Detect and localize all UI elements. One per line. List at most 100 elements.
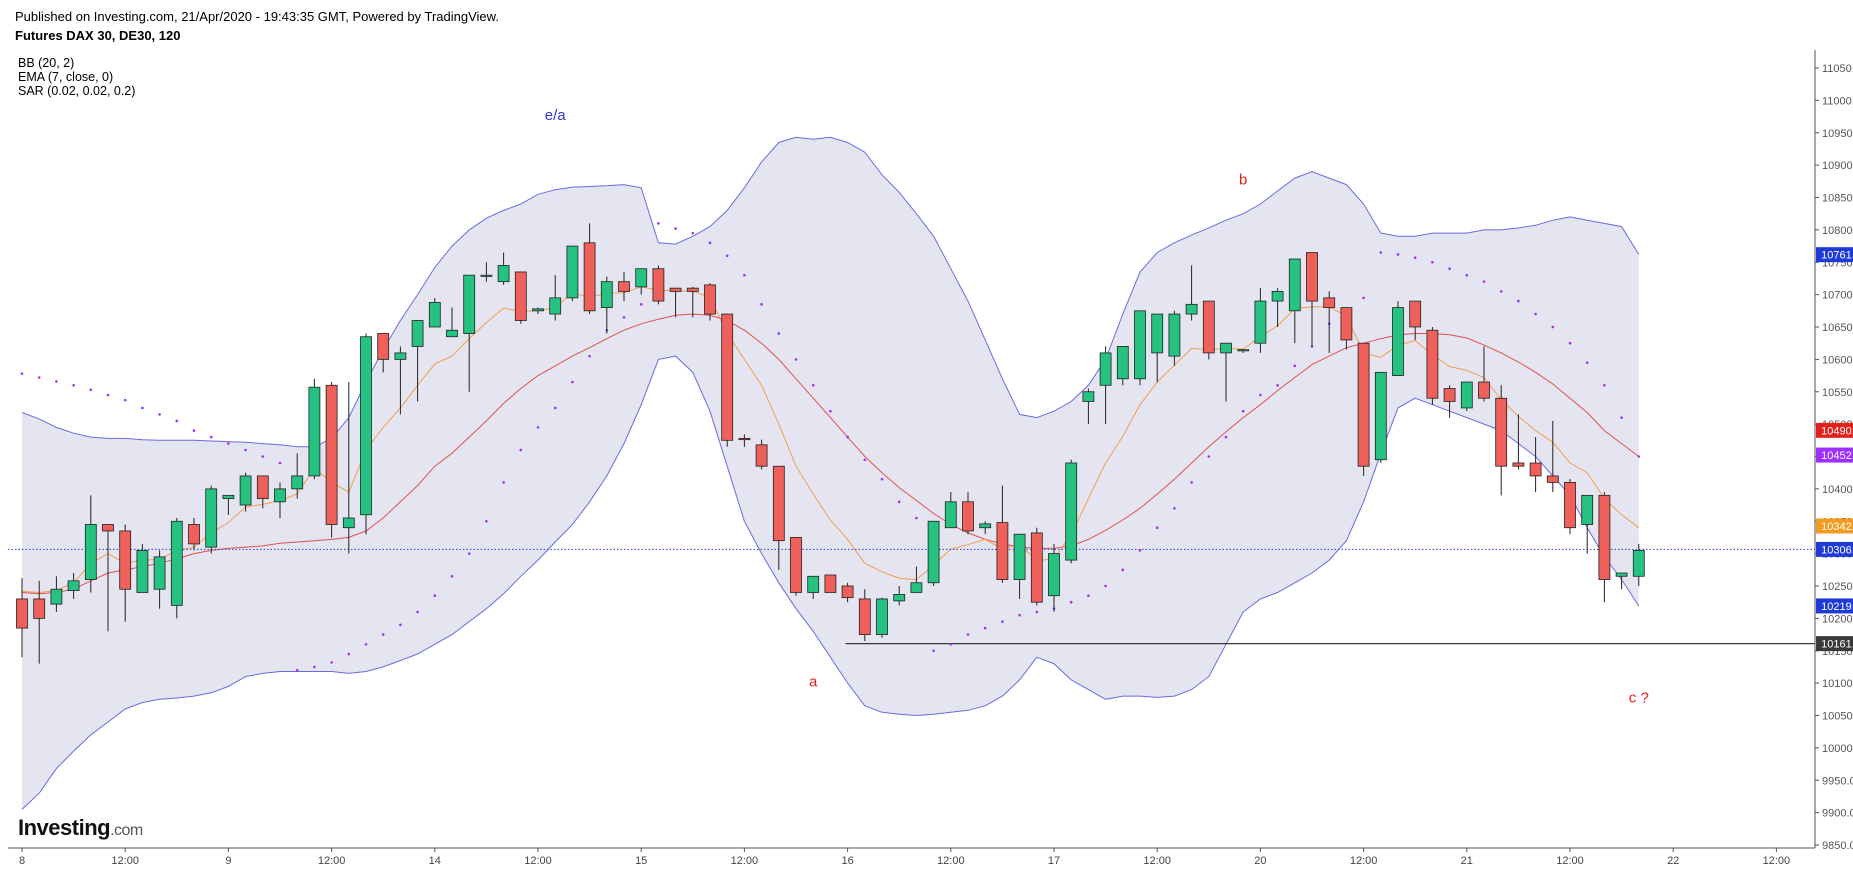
sar-dot <box>1362 296 1365 300</box>
published-note: Published on Investing.com, 21/Apr/2020 … <box>15 9 499 24</box>
price-tag <box>1816 447 1853 463</box>
candle-up <box>1099 352 1112 386</box>
sar-dot <box>261 455 265 458</box>
candle-up <box>497 265 510 283</box>
candle-up <box>1288 258 1301 312</box>
y-tick-label: 10000.0 <box>1822 743 1853 755</box>
candle-down <box>841 585 854 599</box>
y-tick-label: 10200.0 <box>1822 613 1853 625</box>
sar-dot <box>1155 526 1159 530</box>
sar-dot <box>158 413 161 416</box>
candle-up <box>1220 342 1232 354</box>
candle-up <box>979 523 992 529</box>
sar-dot <box>1104 584 1107 588</box>
sar-dot <box>399 623 402 627</box>
sar-dot <box>657 222 660 225</box>
candle-down <box>16 598 28 629</box>
sar-dot <box>588 354 591 358</box>
candle-up <box>1082 391 1095 402</box>
candle-up <box>274 488 286 503</box>
x-tick-label: 17 <box>1048 855 1060 867</box>
y-tick-label: 10550.0 <box>1822 387 1853 399</box>
candle-up <box>239 475 252 506</box>
candle-down <box>721 313 734 441</box>
sar-dot <box>55 380 58 383</box>
sar-dot <box>1448 267 1451 271</box>
y-tick-label: 11000.0 <box>1822 95 1853 107</box>
x-tick-label: 12:00 <box>1350 855 1378 867</box>
sar-dot <box>106 393 110 397</box>
price-tag <box>1816 598 1853 614</box>
candle-up <box>222 494 235 499</box>
sar-dot <box>192 429 196 432</box>
candle-down <box>1306 252 1318 302</box>
candle-up <box>480 274 493 277</box>
candle-up <box>1392 307 1404 376</box>
candle-down <box>1495 397 1508 467</box>
sar-dot <box>1517 299 1520 303</box>
sar-dot <box>846 435 849 439</box>
candle-down <box>188 524 200 545</box>
candle-down <box>1202 300 1215 354</box>
sar-dot <box>1603 383 1606 387</box>
price-tag-label: 10342.7 <box>1821 521 1853 533</box>
price-tag <box>1816 518 1853 534</box>
candle-up <box>394 352 407 360</box>
candle-down <box>1598 494 1611 580</box>
sar-dot <box>915 516 918 520</box>
candle-up <box>1271 290 1284 302</box>
price-tag <box>1816 422 1853 438</box>
candle-down <box>1443 388 1456 402</box>
sar-dot <box>949 642 953 646</box>
sar-dot <box>1259 393 1262 397</box>
sar-dot <box>1018 613 1021 617</box>
sar-dot <box>794 358 798 361</box>
y-tick-label: 10800.0 <box>1822 225 1853 237</box>
price-tag <box>1816 636 1853 652</box>
candle-up <box>342 517 355 529</box>
bb-fill <box>22 137 1639 810</box>
candle-up <box>876 598 888 635</box>
sar-dot <box>433 594 437 598</box>
sar-dot <box>519 448 523 452</box>
sar-dot <box>72 383 75 387</box>
candle-down <box>1340 307 1353 341</box>
y-tick-label: 10600.0 <box>1822 354 1853 366</box>
indicator-sar[interactable]: SAR (0.02, 0.02, 0.2) <box>18 84 136 98</box>
sar-dot <box>1465 273 1469 277</box>
candle-down <box>256 475 269 499</box>
sar-dot <box>674 227 677 230</box>
price-tag-label: 10452.2 <box>1821 450 1853 462</box>
candle-up <box>291 475 304 490</box>
x-tick-label: 12:00 <box>1763 855 1791 867</box>
candle-down <box>33 598 46 619</box>
indicator-bb[interactable]: BB (20, 2) <box>18 56 75 70</box>
candle-down <box>669 287 682 292</box>
sar-dot <box>89 388 93 392</box>
logo-main-text: Investing <box>18 815 111 840</box>
candle-down <box>1564 481 1576 529</box>
candle-up <box>411 320 424 347</box>
candle-up <box>136 549 149 593</box>
sar-dot <box>1568 341 1572 345</box>
bb-basis-line <box>21 313 1640 595</box>
candle-down <box>738 437 751 441</box>
sar-dot <box>1293 364 1297 368</box>
x-tick-label: 12:00 <box>1556 855 1584 867</box>
wave-label: c ? <box>1629 690 1649 707</box>
sar-dot <box>381 633 385 636</box>
candle-up <box>1374 371 1387 461</box>
candle-down <box>377 333 390 360</box>
candle-down <box>1478 381 1490 399</box>
price-tag-label: 10490.4 <box>1821 425 1853 437</box>
logo-suffix-text: .com <box>110 822 143 839</box>
candle-down <box>119 530 132 590</box>
sar-dot <box>227 442 230 445</box>
sar-dot <box>880 477 884 481</box>
sar-dot <box>175 419 179 423</box>
candle-down <box>772 465 785 542</box>
y-tick-label: 10700.0 <box>1822 290 1853 302</box>
sar-dot <box>760 303 763 306</box>
indicator-ema[interactable]: EMA (7, close, 0) <box>18 70 114 84</box>
